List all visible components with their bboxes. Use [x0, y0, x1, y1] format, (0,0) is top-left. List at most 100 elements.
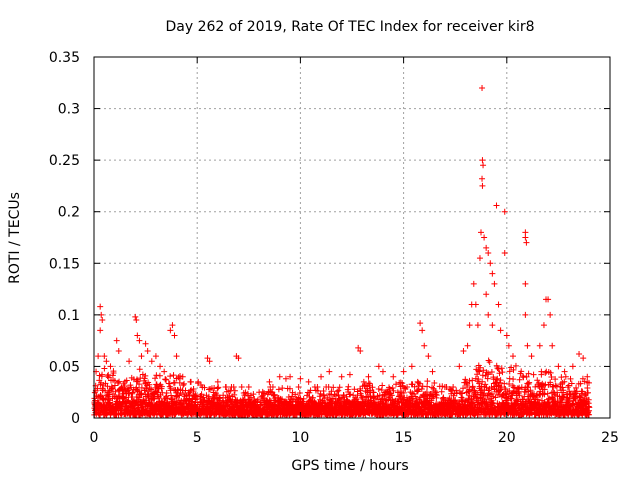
- baseline-point: [459, 390, 466, 397]
- baseline-point: [581, 392, 588, 399]
- data-point: [132, 313, 139, 320]
- baseline-point: [562, 373, 569, 380]
- baseline-point: [431, 388, 438, 395]
- baseline-point: [148, 386, 155, 393]
- baseline-point: [577, 380, 584, 387]
- baseline-point: [439, 383, 446, 390]
- baseline-point: [547, 379, 554, 386]
- data-point: [493, 202, 500, 209]
- data-point: [483, 244, 490, 251]
- baseline-point: [156, 410, 163, 417]
- baseline-point: [101, 365, 108, 372]
- data-point: [113, 337, 120, 344]
- data-point: [338, 373, 345, 380]
- baseline-point: [518, 368, 525, 375]
- baseline-point: [476, 380, 483, 387]
- y-tick-label: 0.25: [49, 153, 80, 169]
- baseline-point: [469, 383, 476, 390]
- baseline-point: [560, 389, 567, 396]
- data-point: [276, 373, 283, 380]
- baseline-point: [269, 384, 276, 391]
- baseline-point: [379, 382, 386, 389]
- baseline-point: [510, 376, 517, 383]
- baseline-point: [119, 399, 126, 406]
- baseline-point: [486, 359, 493, 366]
- y-tick-label: 0.15: [49, 256, 80, 272]
- baseline-point: [411, 383, 418, 390]
- baseline-point: [366, 380, 373, 387]
- baseline-point: [292, 391, 299, 398]
- baseline-point: [94, 400, 101, 407]
- baseline-point: [476, 368, 483, 375]
- baseline-point: [317, 390, 324, 397]
- baseline-point: [343, 396, 350, 403]
- baseline-point: [552, 376, 559, 383]
- baseline-point: [244, 390, 251, 397]
- baseline-point: [170, 372, 177, 379]
- baseline-point: [251, 396, 258, 403]
- x-tick-label: 20: [498, 430, 516, 446]
- data-point: [540, 322, 547, 329]
- data-point: [421, 342, 428, 349]
- baseline-point: [110, 369, 117, 376]
- baseline-point: [462, 376, 469, 383]
- data-point: [97, 327, 104, 334]
- baseline-point: [510, 366, 517, 373]
- baseline-point: [493, 376, 500, 383]
- data-point: [479, 157, 486, 164]
- data-point: [318, 373, 325, 380]
- baseline-point: [180, 382, 187, 389]
- baseline-point: [547, 369, 554, 376]
- data-point: [134, 332, 141, 339]
- data-point: [97, 303, 104, 310]
- baseline-point: [516, 376, 523, 383]
- baseline-point: [332, 393, 339, 400]
- baseline-point: [169, 395, 176, 402]
- baseline-point: [453, 387, 460, 394]
- data-point: [173, 353, 180, 360]
- x-tick-label: 0: [90, 430, 99, 446]
- baseline-point: [314, 387, 321, 394]
- data-point: [489, 270, 496, 277]
- baseline-point: [103, 407, 110, 414]
- baseline-point: [307, 398, 314, 405]
- baseline-point: [433, 392, 440, 399]
- baseline-point: [99, 409, 106, 416]
- data-point: [375, 363, 382, 370]
- baseline-point: [469, 377, 476, 384]
- x-tick-label: 10: [291, 430, 309, 446]
- baseline-point: [496, 387, 503, 394]
- baseline-point: [97, 392, 104, 399]
- baseline-point: [158, 383, 165, 390]
- baseline-point: [296, 390, 303, 397]
- baseline-point: [214, 385, 221, 392]
- baseline-point: [130, 402, 137, 409]
- baseline-point: [450, 392, 457, 399]
- baseline-point: [112, 388, 119, 395]
- baseline-point: [104, 373, 111, 380]
- baseline-point: [388, 392, 395, 399]
- data-point: [524, 342, 531, 349]
- data-point: [365, 373, 372, 380]
- baseline-point: [474, 391, 481, 398]
- baseline-point: [143, 409, 150, 416]
- baseline-point: [238, 384, 245, 391]
- data-point: [503, 332, 510, 339]
- baseline-point: [365, 380, 372, 387]
- baseline-point: [526, 379, 533, 386]
- baseline-point: [231, 391, 238, 398]
- baseline-point: [506, 380, 513, 387]
- baseline-point: [198, 391, 205, 398]
- baseline-point: [485, 390, 492, 397]
- baseline-point: [429, 384, 436, 391]
- baseline-point: [101, 401, 108, 408]
- baseline-point: [177, 373, 184, 380]
- baseline-point: [250, 391, 257, 398]
- baseline-point: [121, 410, 128, 417]
- baseline-point: [404, 384, 411, 391]
- baseline-point: [417, 394, 424, 401]
- baseline-point: [424, 383, 431, 390]
- axes: [93, 56, 611, 419]
- baseline-point: [166, 380, 173, 387]
- baseline-point: [533, 392, 540, 399]
